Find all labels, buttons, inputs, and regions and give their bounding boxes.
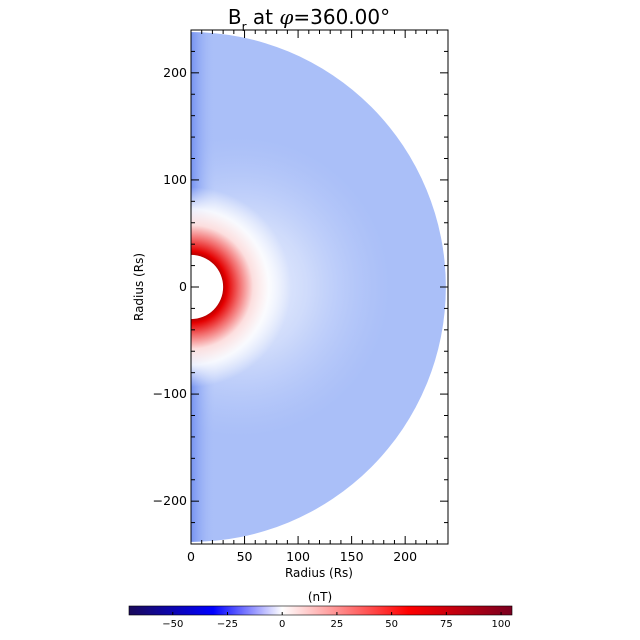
x-tick-label: 50 [237, 549, 253, 564]
colorbar [128, 605, 513, 616]
x-axis-ticks: 0 50 100 150 200 [187, 30, 449, 564]
x-axis-label: Radius (Rs) [285, 566, 353, 580]
y-axis-ticks: 200 100 0 −100 −200 [153, 29, 448, 545]
colorbar-tick-label: 50 [385, 619, 398, 630]
colorbar-tick-label: 75 [440, 619, 453, 630]
chart-title: Br at φ=360.00° [228, 5, 390, 34]
x-tick-label: 100 [286, 549, 310, 564]
y-tick-label: −200 [153, 493, 187, 508]
y-tick-label: 100 [163, 172, 187, 187]
colorbar-tick-label: −50 [162, 619, 183, 630]
colorbar-label: (nT) [308, 590, 332, 604]
colorbar-ticks: −50 −25 0 25 50 75 100 [162, 612, 511, 630]
colorbar-tick-label: 25 [331, 619, 344, 630]
colorbar-tick-label: 0 [279, 619, 285, 630]
field-core-gradient [191, 32, 446, 542]
y-tick-label: 0 [179, 279, 187, 294]
x-tick-label: 200 [393, 549, 417, 564]
x-tick-label: 0 [187, 549, 195, 564]
x-tick-label: 150 [340, 549, 364, 564]
colorbar-tick-label: 100 [492, 619, 511, 630]
field-region [191, 32, 446, 542]
y-axis-label: Radius (Rs) [132, 253, 146, 321]
y-tick-label: −100 [153, 386, 187, 401]
y-tick-label: 200 [163, 65, 187, 80]
colorbar-tick-label: −25 [217, 619, 238, 630]
